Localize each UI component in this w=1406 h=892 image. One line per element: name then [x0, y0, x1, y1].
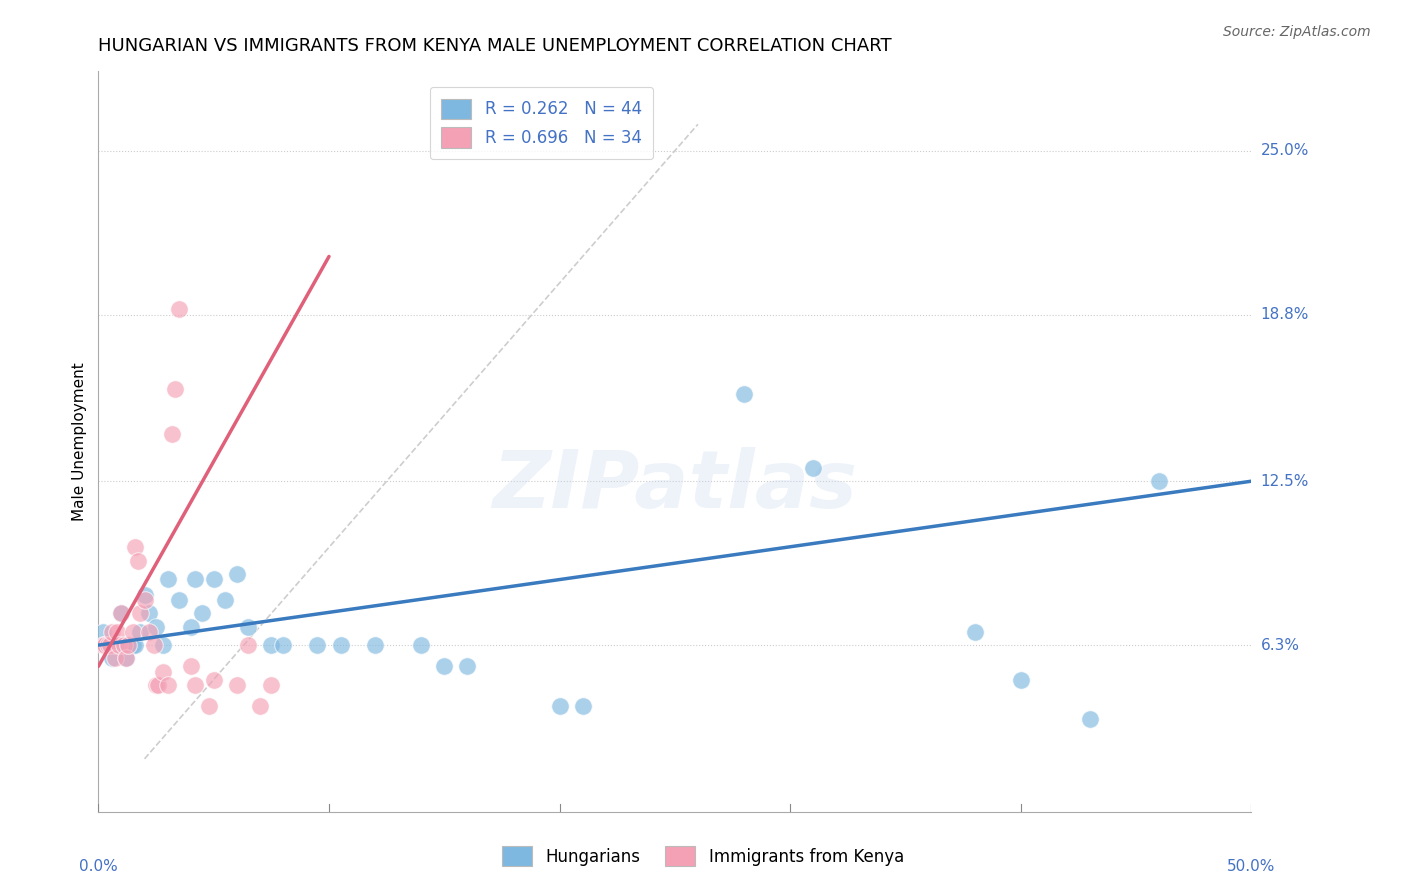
Point	[103, 638, 125, 652]
Point	[108, 638, 131, 652]
Point	[1078, 712, 1101, 726]
Point	[134, 593, 156, 607]
Point	[105, 638, 128, 652]
Point	[260, 678, 283, 692]
Point	[184, 572, 207, 586]
Point	[117, 638, 139, 652]
Point	[91, 638, 114, 652]
Text: 6.3%: 6.3%	[1261, 638, 1299, 653]
Point	[152, 665, 174, 679]
Point	[105, 624, 128, 639]
Point	[1147, 474, 1170, 488]
Point	[156, 678, 179, 692]
Point	[180, 659, 202, 673]
Text: HUNGARIAN VS IMMIGRANTS FROM KENYA MALE UNEMPLOYMENT CORRELATION CHART: HUNGARIAN VS IMMIGRANTS FROM KENYA MALE …	[98, 37, 891, 54]
Text: 12.5%: 12.5%	[1261, 474, 1309, 489]
Point	[103, 651, 125, 665]
Legend: R = 0.262   N = 44, R = 0.696   N = 34: R = 0.262 N = 44, R = 0.696 N = 34	[430, 87, 654, 160]
Point	[98, 638, 121, 652]
Point	[115, 651, 138, 665]
Point	[129, 624, 152, 639]
Point	[801, 461, 824, 475]
Point	[167, 302, 190, 317]
Point	[167, 593, 190, 607]
Point	[249, 698, 271, 713]
Y-axis label: Male Unemployment: Male Unemployment	[72, 362, 87, 521]
Point	[101, 651, 124, 665]
Point	[202, 673, 225, 687]
Point	[134, 588, 156, 602]
Point	[238, 638, 260, 652]
Point	[122, 624, 145, 639]
Point	[571, 698, 593, 713]
Point	[202, 572, 225, 586]
Point	[138, 607, 160, 621]
Point	[364, 638, 387, 652]
Point	[124, 541, 146, 555]
Point	[138, 624, 160, 639]
Text: ZIPatlas: ZIPatlas	[492, 447, 858, 525]
Point	[145, 678, 167, 692]
Legend: Hungarians, Immigrants from Kenya: Hungarians, Immigrants from Kenya	[495, 839, 911, 873]
Point	[163, 382, 186, 396]
Point	[225, 678, 247, 692]
Point	[97, 638, 120, 652]
Point	[184, 678, 207, 692]
Point	[115, 651, 138, 665]
Point	[198, 698, 221, 713]
Point	[122, 638, 145, 652]
Point	[148, 678, 170, 692]
Point	[145, 619, 167, 633]
Text: 0.0%: 0.0%	[79, 859, 118, 874]
Point	[97, 638, 120, 652]
Point	[271, 638, 294, 652]
Point	[733, 387, 755, 401]
Point	[225, 566, 247, 581]
Point	[112, 638, 135, 652]
Point	[214, 593, 236, 607]
Point	[307, 638, 329, 652]
Point	[260, 638, 283, 652]
Point	[411, 638, 433, 652]
Point	[456, 659, 478, 673]
Point	[112, 638, 135, 652]
Point	[329, 638, 352, 652]
Point	[110, 607, 132, 621]
Point	[110, 607, 132, 621]
Text: 50.0%: 50.0%	[1227, 859, 1275, 874]
Text: 25.0%: 25.0%	[1261, 144, 1309, 158]
Point	[180, 619, 202, 633]
Point	[108, 638, 131, 652]
Point	[238, 619, 260, 633]
Point	[127, 553, 149, 567]
Point	[152, 638, 174, 652]
Point	[91, 624, 114, 639]
Text: 18.8%: 18.8%	[1261, 307, 1309, 322]
Point	[156, 572, 179, 586]
Point	[160, 426, 183, 441]
Point	[117, 638, 139, 652]
Text: Source: ZipAtlas.com: Source: ZipAtlas.com	[1223, 25, 1371, 39]
Point	[94, 638, 117, 652]
Point	[548, 698, 571, 713]
Point	[124, 638, 146, 652]
Point	[94, 638, 117, 652]
Point	[1010, 673, 1032, 687]
Point	[433, 659, 456, 673]
Point	[963, 624, 986, 639]
Point	[142, 638, 165, 652]
Point	[191, 607, 214, 621]
Point	[101, 624, 124, 639]
Point	[129, 607, 152, 621]
Point	[98, 638, 121, 652]
